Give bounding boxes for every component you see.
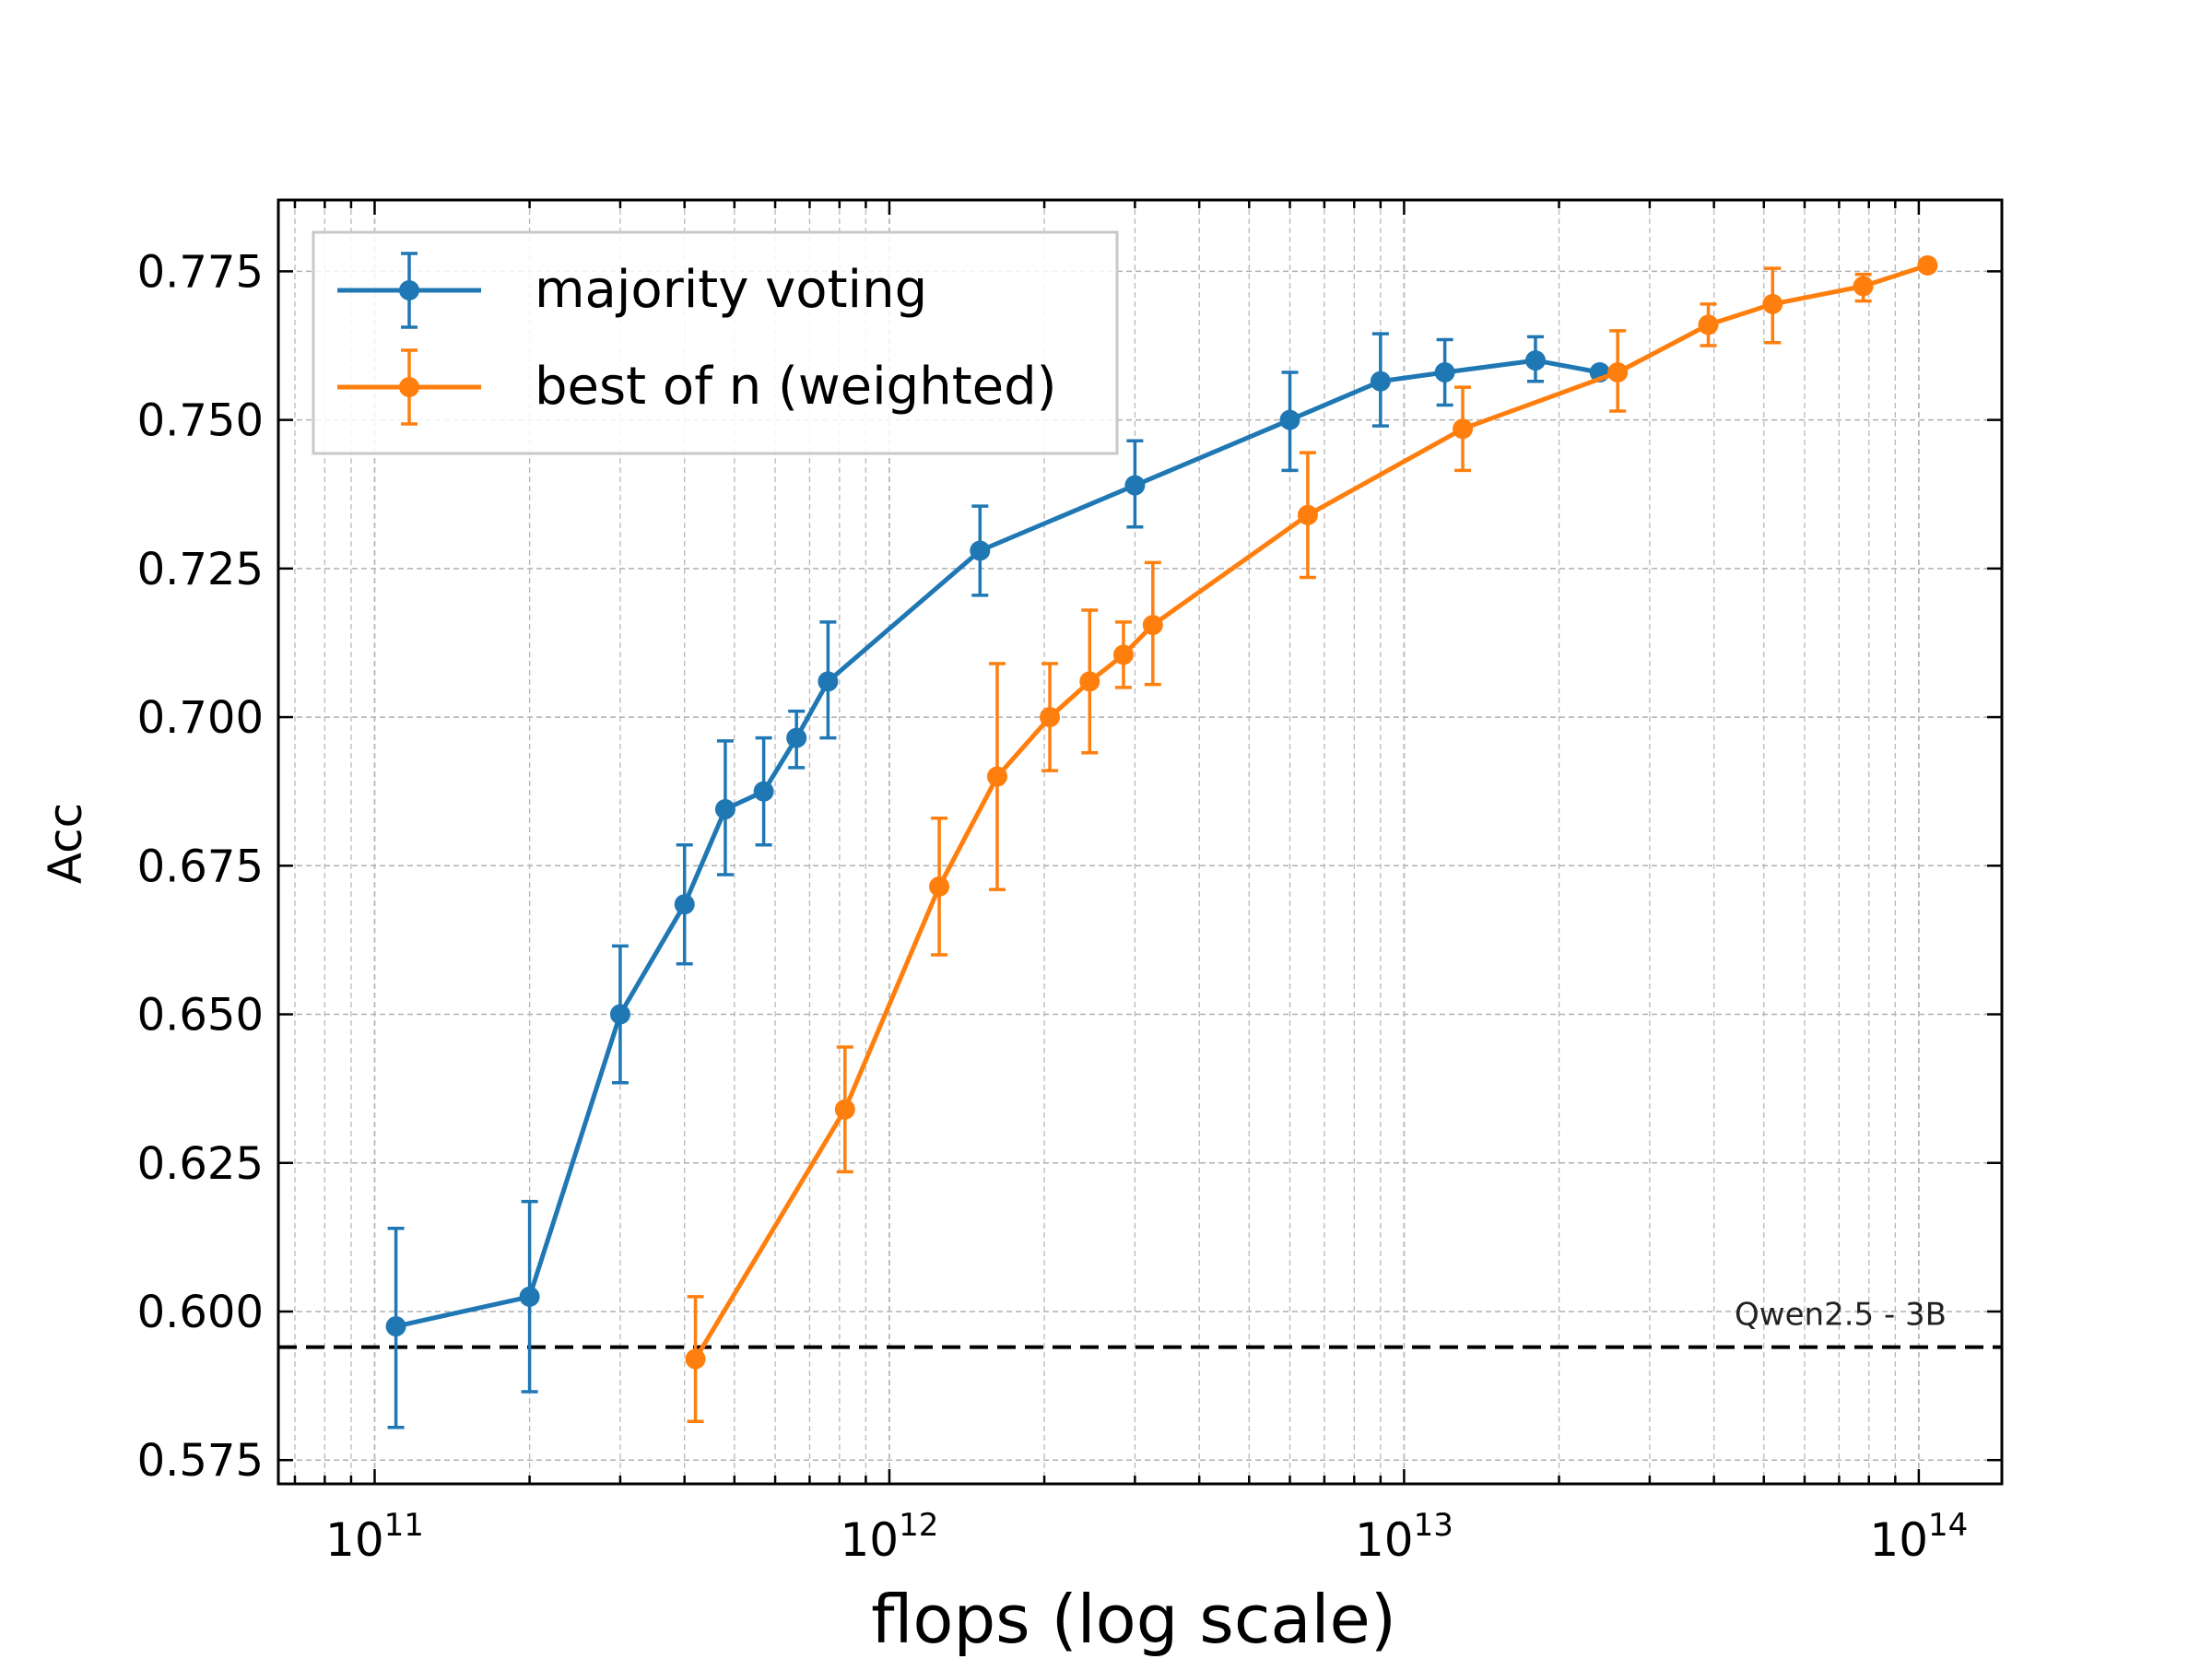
data-point bbox=[753, 781, 774, 802]
data-point bbox=[1524, 350, 1546, 371]
data-point bbox=[1297, 504, 1318, 525]
y-tick-label: 0.775 bbox=[137, 246, 264, 298]
data-point bbox=[1279, 409, 1300, 430]
legend: majority voting best of n (weighted) bbox=[312, 230, 1119, 455]
y-tick-label: 0.575 bbox=[137, 1435, 264, 1487]
x-tick-labels: 1011 1012 1013 1014 bbox=[325, 1507, 1968, 1567]
data-point bbox=[685, 1348, 706, 1370]
data-point bbox=[786, 727, 807, 748]
data-point bbox=[834, 1099, 855, 1120]
y-axis-label: Acc bbox=[39, 803, 92, 884]
legend-box bbox=[312, 230, 1119, 455]
y-tick-label: 0.600 bbox=[137, 1287, 264, 1338]
series-best-of-n bbox=[685, 254, 1938, 1424]
data-point bbox=[1917, 254, 1938, 276]
y-tick-label: 0.700 bbox=[137, 692, 264, 744]
data-point bbox=[385, 1316, 406, 1337]
data-point bbox=[1607, 362, 1629, 383]
data-point bbox=[1112, 644, 1134, 665]
legend-item: best of n (weighted) bbox=[337, 348, 1057, 426]
baseline-label: Qwen2.5 - 3B bbox=[1735, 1297, 1947, 1334]
data-point bbox=[1434, 362, 1455, 383]
data-point bbox=[1453, 418, 1474, 440]
data-point bbox=[986, 766, 1007, 787]
data-point bbox=[929, 876, 950, 897]
x-tick-label: 1014 bbox=[1869, 1507, 1968, 1567]
data-point bbox=[1853, 276, 1874, 297]
series-majority-voting bbox=[385, 332, 1610, 1430]
series bbox=[385, 254, 1938, 1430]
legend-item: majority voting bbox=[337, 252, 927, 329]
data-point bbox=[1079, 671, 1100, 692]
data-point bbox=[674, 894, 695, 915]
y-tick-label: 0.675 bbox=[137, 841, 264, 892]
y-tick-label: 0.750 bbox=[137, 395, 264, 447]
data-point bbox=[818, 671, 839, 692]
x-tick-label: 1012 bbox=[841, 1507, 939, 1567]
data-point bbox=[519, 1286, 540, 1307]
data-point bbox=[609, 1004, 630, 1025]
data-point bbox=[970, 540, 991, 561]
y-tick-label: 0.725 bbox=[137, 544, 264, 595]
y-tick-labels: 0.575 0.600 0.625 0.650 0.675 0.700 0.725 0.750… bbox=[137, 246, 264, 1487]
data-point bbox=[1370, 371, 1391, 392]
legend-marker bbox=[399, 280, 419, 300]
legend-label: best of n (weighted) bbox=[535, 357, 1057, 417]
y-tick-label: 0.650 bbox=[137, 990, 264, 1041]
x-axis-label: flops (log scale) bbox=[871, 1581, 1396, 1658]
plot-frame bbox=[276, 198, 2004, 1486]
data-point bbox=[714, 799, 735, 820]
legend-marker bbox=[399, 377, 419, 397]
data-point bbox=[1040, 707, 1061, 728]
data-point bbox=[1142, 615, 1163, 636]
data-point bbox=[1762, 293, 1783, 314]
data-point bbox=[1698, 314, 1719, 335]
legend-label: majority voting bbox=[535, 260, 927, 320]
x-tick-label: 1013 bbox=[1355, 1507, 1453, 1567]
x-tick-label: 1011 bbox=[325, 1507, 424, 1567]
y-tick-label: 0.625 bbox=[137, 1138, 264, 1190]
data-point bbox=[1124, 475, 1146, 496]
baseline: Qwen2.5 - 3B bbox=[278, 1297, 2002, 1349]
